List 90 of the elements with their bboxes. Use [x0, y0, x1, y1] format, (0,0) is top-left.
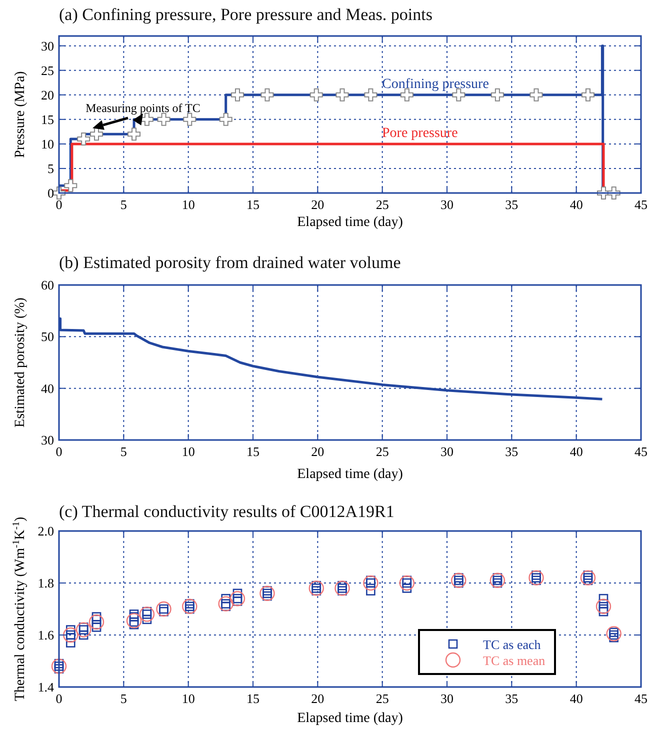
y-tick-label: 15 [41, 112, 54, 127]
x-tick-label: 35 [505, 444, 518, 459]
point [490, 572, 506, 588]
y-tick-label: 30 [41, 38, 54, 54]
annotation: Measuring points of TC [86, 101, 200, 115]
point [260, 88, 274, 102]
series-label: Pore pressure [382, 126, 458, 141]
x-tick-label: 20 [311, 691, 324, 706]
point [139, 606, 155, 622]
y-tick-label: 60 [41, 278, 54, 292]
y-tick-label: 20 [41, 87, 54, 102]
point [260, 586, 275, 601]
x-tick-label: 45 [634, 197, 648, 212]
y-tick-label: 10 [41, 136, 54, 152]
point [363, 575, 378, 591]
point [310, 88, 323, 102]
point [126, 613, 142, 628]
point [230, 591, 246, 606]
point [530, 88, 543, 102]
point [63, 627, 78, 643]
y-tick-label: 50 [41, 329, 54, 344]
point [90, 128, 104, 141]
x-axis-title: Elapsed time (day) [297, 215, 404, 230]
point [399, 575, 415, 591]
point [581, 88, 594, 102]
point [308, 580, 324, 596]
point [334, 580, 350, 596]
point [364, 88, 378, 102]
point [64, 179, 78, 192]
point [528, 570, 544, 586]
point [336, 88, 349, 102]
x-tick-label: 20 [311, 444, 324, 459]
y-tick-label: 25 [41, 62, 54, 78]
point [596, 598, 612, 614]
y-tick-label: 40 [41, 380, 54, 396]
x-tick-label: 45 [634, 691, 648, 706]
point [490, 88, 504, 102]
x-axis-title: Elapsed time (day) [297, 467, 404, 482]
x-tick-label: 20 [311, 197, 324, 212]
legend-label: TC as mean [483, 653, 546, 668]
point [606, 626, 622, 642]
point [218, 596, 234, 612]
point [182, 598, 198, 614]
x-tick-label: 35 [505, 691, 518, 706]
point [128, 128, 141, 141]
y-tick-label: 5 [48, 160, 54, 176]
y-tick-label: 1.4 [38, 680, 54, 694]
x-tick-label: 40 [570, 691, 583, 706]
series-label: Confining pressure [382, 76, 489, 92]
point [230, 88, 244, 102]
x-axis-title: Elapsed time (day) [297, 711, 404, 726]
legend-label: TC as each [483, 637, 542, 652]
x-tick-label: 35 [505, 197, 518, 212]
y-tick-label: 0 [48, 186, 54, 200]
y-axis-title: Pressure (MPa) [13, 70, 28, 158]
y-tick-label: 1.8 [38, 576, 54, 590]
point [77, 132, 90, 146]
x-tick-label: 10 [182, 444, 195, 459]
point [51, 658, 67, 674]
x-tick-label: 10 [182, 197, 195, 212]
x-tick-label: 15 [246, 444, 260, 459]
point [451, 572, 466, 588]
x-tick-label: 10 [182, 691, 195, 706]
x-tick-label: 15 [246, 691, 260, 706]
y-tick-label: 30 [41, 432, 54, 448]
point [580, 570, 596, 586]
point [219, 112, 232, 126]
y-tick-label: 2.0 [38, 524, 54, 538]
x-tick-label: 45 [634, 444, 648, 459]
chart-title: (c) Thermal conductivity results of C0012A19R1 [59, 502, 394, 521]
point [76, 622, 92, 638]
x-tick-label: 5 [120, 444, 127, 459]
x-tick-label: 25 [376, 197, 389, 212]
point [156, 601, 172, 617]
chart-title: (a) Confining pressure, Pore pressure and Meas. points [59, 5, 432, 24]
x-tick-label: 15 [246, 197, 260, 212]
x-tick-label: 25 [376, 691, 389, 706]
point [88, 614, 104, 630]
y-axis-title: Estimated porosity (%) [13, 297, 28, 428]
chart-title: (b) Estimated porosity from drained water volume [59, 253, 401, 272]
y-tick-label: 1.6 [38, 628, 54, 642]
point [183, 112, 196, 126]
x-tick-label: 40 [570, 444, 583, 459]
x-tick-label: 25 [376, 444, 389, 459]
x-tick-label: 30 [440, 444, 454, 459]
x-tick-label: 40 [570, 197, 583, 212]
x-tick-label: 5 [120, 691, 127, 706]
x-tick-label: 30 [440, 691, 454, 706]
x-tick-label: 5 [120, 197, 127, 212]
x-tick-label: 30 [440, 197, 454, 212]
